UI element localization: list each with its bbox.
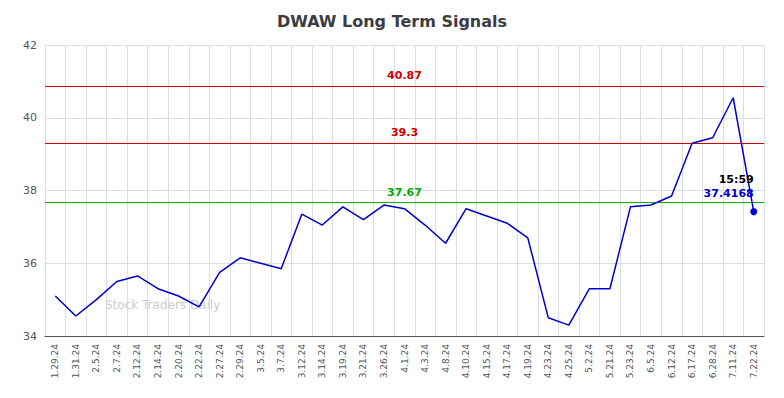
- svg-text:2.14.24: 2.14.24: [153, 344, 163, 379]
- svg-text:4.23.24: 4.23.24: [543, 344, 553, 379]
- svg-text:3.12.24: 3.12.24: [297, 344, 307, 379]
- svg-text:2.7.24: 2.7.24: [112, 344, 122, 373]
- svg-text:4.10.24: 4.10.24: [461, 344, 471, 379]
- svg-text:1.31.24: 1.31.24: [71, 344, 81, 379]
- svg-text:6.28.24: 6.28.24: [708, 344, 718, 379]
- svg-text:34: 34: [23, 330, 37, 343]
- svg-text:36: 36: [23, 257, 37, 270]
- svg-text:5.2.24: 5.2.24: [584, 344, 594, 373]
- svg-text:39.3: 39.3: [391, 126, 418, 139]
- svg-text:4.25.24: 4.25.24: [564, 344, 574, 379]
- svg-text:3.21.24: 3.21.24: [358, 344, 368, 379]
- svg-text:5.21.24: 5.21.24: [605, 344, 615, 379]
- svg-text:3.5.24: 3.5.24: [256, 344, 266, 373]
- svg-text:3.26.24: 3.26.24: [379, 344, 389, 379]
- svg-text:7.11.24: 7.11.24: [728, 344, 738, 379]
- svg-text:7.22.24: 7.22.24: [749, 344, 759, 379]
- svg-text:5.23.24: 5.23.24: [625, 344, 635, 379]
- svg-text:DWAW Long Term Signals: DWAW Long Term Signals: [277, 12, 507, 31]
- svg-text:2.22.24: 2.22.24: [194, 344, 204, 379]
- svg-text:1.29.24: 1.29.24: [50, 344, 60, 379]
- svg-text:40: 40: [23, 111, 37, 124]
- svg-text:37.67: 37.67: [387, 186, 422, 199]
- svg-text:3.14.24: 3.14.24: [317, 344, 327, 379]
- svg-text:4.8.24: 4.8.24: [441, 344, 451, 373]
- svg-text:4.3.24: 4.3.24: [420, 344, 430, 373]
- svg-text:2.12.24: 2.12.24: [132, 344, 142, 379]
- svg-text:6.12.24: 6.12.24: [667, 344, 677, 379]
- svg-text:2.20.24: 2.20.24: [174, 344, 184, 379]
- svg-text:2.29.24: 2.29.24: [235, 344, 245, 379]
- svg-text:Stock Traders Daily: Stock Traders Daily: [105, 298, 221, 312]
- svg-text:15:59: 15:59: [719, 173, 754, 186]
- svg-text:38: 38: [23, 184, 37, 197]
- svg-text:2.27.24: 2.27.24: [215, 344, 225, 379]
- svg-text:4.15.24: 4.15.24: [482, 344, 492, 379]
- svg-text:3.7.24: 3.7.24: [276, 344, 286, 373]
- svg-text:3.19.24: 3.19.24: [338, 344, 348, 379]
- svg-text:37.4168: 37.4168: [704, 187, 754, 200]
- svg-text:42: 42: [23, 39, 37, 52]
- svg-text:4.19.24: 4.19.24: [523, 344, 533, 379]
- svg-text:4.1.24: 4.1.24: [400, 344, 410, 373]
- svg-text:2.5.24: 2.5.24: [91, 344, 101, 373]
- svg-text:40.87: 40.87: [387, 69, 422, 82]
- svg-text:4.17.24: 4.17.24: [502, 344, 512, 379]
- svg-text:6.5.24: 6.5.24: [646, 344, 656, 373]
- svg-text:6.17.24: 6.17.24: [687, 344, 697, 379]
